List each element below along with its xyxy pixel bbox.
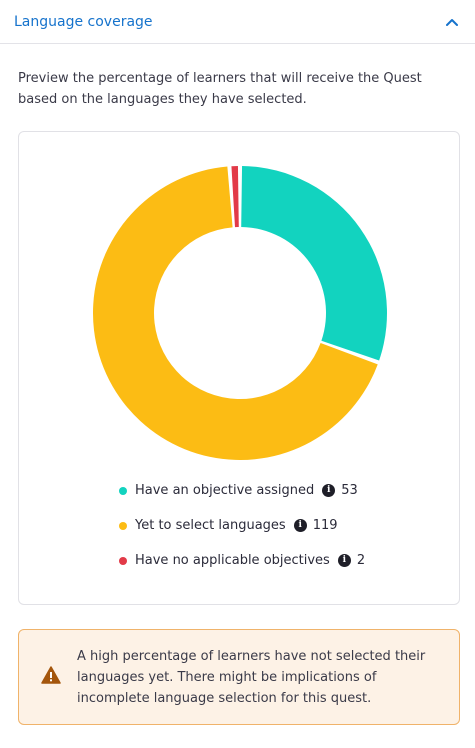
legend-label: Have an objective assigned	[135, 483, 315, 498]
legend-dot	[119, 556, 127, 565]
legend-value: 119	[312, 518, 338, 533]
info-icon[interactable]: i	[337, 554, 351, 567]
legend-item: Yet to select languages i 119	[119, 517, 365, 534]
legend-label: Have no applicable objectives	[135, 553, 330, 568]
donut-chart	[93, 166, 387, 460]
section-title: Language coverage	[14, 13, 153, 30]
legend-value: 2	[356, 553, 366, 568]
info-icon[interactable]: i	[322, 484, 336, 497]
alert-message: A high percentage of learners have not s…	[77, 648, 426, 706]
warning-icon	[41, 666, 61, 684]
legend-dot	[119, 486, 127, 495]
warning-alert: A high percentage of learners have not s…	[18, 629, 460, 725]
chevron-up-icon[interactable]	[443, 13, 461, 31]
legend-item: Have an objective assigned i 53	[119, 482, 365, 499]
donut-slice[interactable]	[93, 166, 378, 460]
description-text: Preview the percentage of learners that …	[18, 71, 422, 107]
chart-legend: Have an objective assigned i 53 Yet to s…	[119, 482, 365, 587]
section-header[interactable]: Language coverage	[0, 0, 475, 44]
donut-slice[interactable]	[241, 166, 387, 361]
legend-label: Yet to select languages	[135, 518, 286, 533]
legend-dot	[119, 521, 127, 530]
coverage-chart-card: Have an objective assigned i 53 Yet to s…	[18, 131, 460, 605]
legend-item: Have no applicable objectives i 2	[119, 552, 365, 569]
donut-slice[interactable]	[231, 166, 239, 228]
info-icon[interactable]: i	[293, 519, 307, 532]
legend-value: 53	[341, 483, 358, 498]
